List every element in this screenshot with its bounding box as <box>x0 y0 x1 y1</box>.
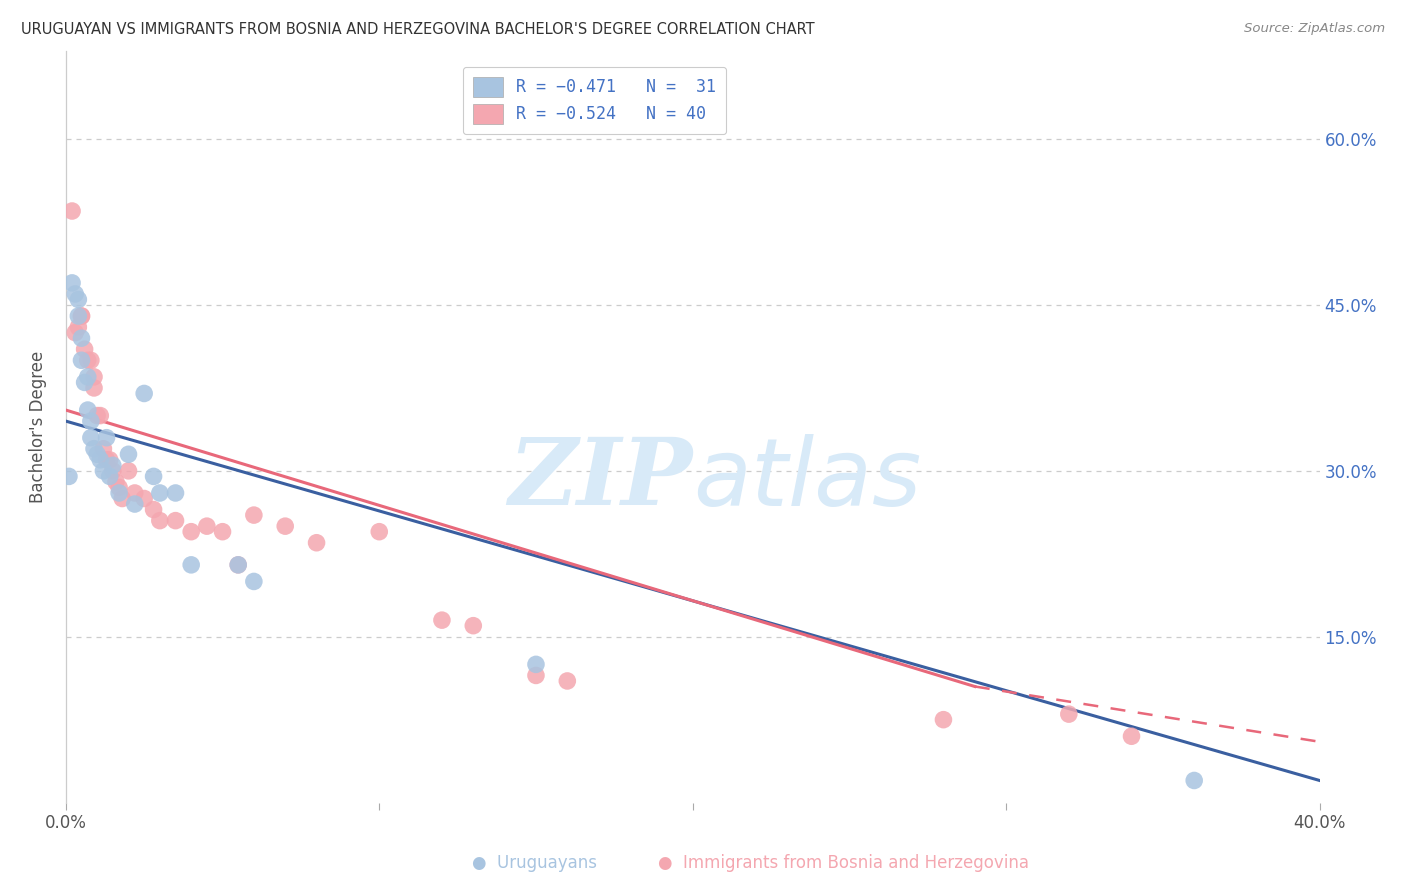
Text: atlas: atlas <box>693 434 921 524</box>
Point <box>430 613 453 627</box>
Point <box>63 326 86 340</box>
Point <box>274 519 297 533</box>
Point <box>101 464 124 478</box>
Point <box>60 276 83 290</box>
Point <box>226 558 249 572</box>
Point <box>83 442 105 456</box>
Point <box>243 574 266 589</box>
Point <box>83 381 105 395</box>
Point <box>76 353 98 368</box>
Point <box>368 524 391 539</box>
Point <box>58 469 80 483</box>
Point <box>101 458 124 473</box>
Point <box>165 514 187 528</box>
Point <box>89 452 111 467</box>
Point <box>142 502 165 516</box>
Point <box>124 486 146 500</box>
Point <box>142 469 165 483</box>
Legend: R = −0.471   N =  31, R = −0.524   N = 40: R = −0.471 N = 31, R = −0.524 N = 40 <box>463 67 725 134</box>
Point <box>555 673 578 688</box>
Point <box>98 469 121 483</box>
Point <box>63 287 86 301</box>
Point <box>89 409 111 423</box>
Point <box>73 376 96 390</box>
Point <box>195 519 218 533</box>
Point <box>134 491 156 506</box>
Point <box>149 514 172 528</box>
Point <box>76 403 98 417</box>
Point <box>932 713 955 727</box>
Point <box>70 309 93 323</box>
Point <box>180 524 202 539</box>
Text: ●  Uruguayans: ● Uruguayans <box>472 855 596 872</box>
Text: ZIP: ZIP <box>509 434 693 524</box>
Point <box>73 343 96 357</box>
Point <box>165 486 187 500</box>
Point <box>80 353 103 368</box>
Point <box>60 204 83 219</box>
Point <box>111 491 134 506</box>
Point <box>80 414 103 428</box>
Point <box>93 464 115 478</box>
Point <box>226 558 249 572</box>
Point <box>305 535 328 549</box>
Point <box>96 452 118 467</box>
Point <box>67 309 90 323</box>
Point <box>76 370 98 384</box>
Point <box>70 331 93 345</box>
Point <box>243 508 266 522</box>
Point <box>83 370 105 384</box>
Point <box>67 293 90 307</box>
Point <box>117 464 139 478</box>
Point <box>1057 707 1080 722</box>
Y-axis label: Bachelor's Degree: Bachelor's Degree <box>30 351 46 503</box>
Point <box>134 386 156 401</box>
Point <box>70 309 93 323</box>
Point <box>108 480 131 494</box>
Point <box>98 452 121 467</box>
Point <box>149 486 172 500</box>
Point <box>67 320 90 334</box>
Point <box>86 447 108 461</box>
Point <box>211 524 233 539</box>
Point <box>180 558 202 572</box>
Point <box>1121 729 1143 743</box>
Point <box>86 409 108 423</box>
Point <box>96 431 118 445</box>
Text: URUGUAYAN VS IMMIGRANTS FROM BOSNIA AND HERZEGOVINA BACHELOR'S DEGREE CORRELATIO: URUGUAYAN VS IMMIGRANTS FROM BOSNIA AND … <box>21 22 814 37</box>
Point <box>70 353 93 368</box>
Point <box>124 497 146 511</box>
Point <box>93 442 115 456</box>
Point <box>1182 773 1205 788</box>
Point <box>104 475 127 489</box>
Point <box>108 486 131 500</box>
Text: Source: ZipAtlas.com: Source: ZipAtlas.com <box>1244 22 1385 36</box>
Point <box>524 668 547 682</box>
Point <box>463 618 485 632</box>
Point <box>117 447 139 461</box>
Point <box>524 657 547 672</box>
Text: ●  Immigrants from Bosnia and Herzegovina: ● Immigrants from Bosnia and Herzegovina <box>658 855 1029 872</box>
Point <box>80 431 103 445</box>
